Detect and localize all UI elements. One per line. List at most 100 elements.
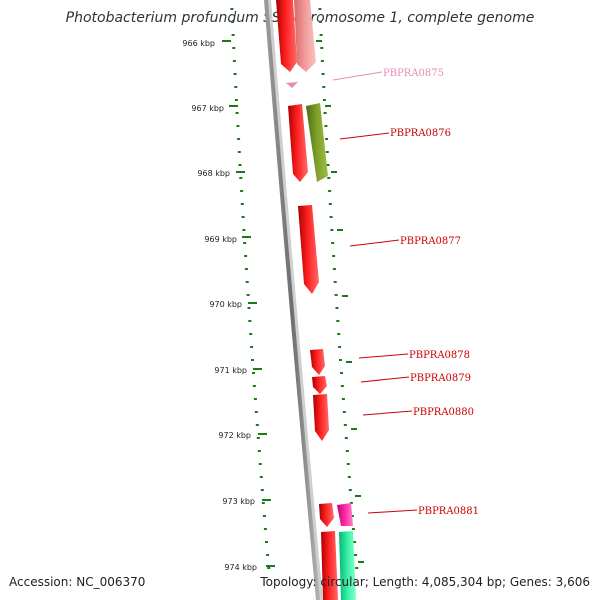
minor-tick bbox=[319, 34, 323, 36]
label-leaders bbox=[332, 71, 418, 514]
minor-tick bbox=[350, 515, 354, 517]
minor-tick bbox=[343, 424, 347, 426]
minor-tick bbox=[237, 138, 241, 140]
gene-arrow-pbpra0879[interactable] bbox=[312, 376, 327, 394]
minor-tick bbox=[334, 294, 338, 296]
tick-label: 970 kbp bbox=[209, 300, 242, 309]
gene-arrow-pbpra0881[interactable] bbox=[319, 503, 334, 527]
minor-tick bbox=[354, 554, 358, 556]
minor-tick bbox=[348, 489, 352, 491]
minor-tick bbox=[347, 476, 351, 478]
gene-arrow[interactable] bbox=[294, 0, 316, 72]
gene-arrow-mint[interactable] bbox=[339, 531, 356, 600]
tick-label: 967 kbp bbox=[191, 104, 224, 113]
major-ticks: 966 kbp 967 kbp 968 kbp 969 kbp 970 kbp … bbox=[182, 39, 275, 572]
gene-arrow-olive[interactable] bbox=[306, 103, 328, 182]
minor-tick bbox=[329, 216, 333, 218]
inner-tick-track bbox=[230, 8, 271, 569]
gene-label[interactable]: PBPRA0879 bbox=[410, 373, 471, 384]
gene-arrow-pbpra0876[interactable] bbox=[288, 104, 308, 182]
minor-tick bbox=[340, 385, 344, 387]
gene-features bbox=[276, 0, 356, 600]
gene-arrow-pbpra0877[interactable] bbox=[298, 205, 319, 294]
minor-tick bbox=[261, 502, 265, 504]
tick-label: 968 kbp bbox=[197, 169, 230, 178]
tick-label: 974 kbp bbox=[224, 563, 257, 572]
minor-tick bbox=[233, 73, 237, 75]
minor-tick bbox=[266, 554, 270, 556]
minor-tick bbox=[331, 242, 335, 244]
minor-tick bbox=[336, 320, 340, 322]
minor-tick bbox=[247, 307, 251, 309]
gene-label[interactable]: PBPRA0877 bbox=[400, 236, 461, 247]
minor-tick bbox=[235, 112, 239, 114]
minor-tick bbox=[258, 463, 262, 465]
minor-tick bbox=[245, 281, 249, 283]
gene-label[interactable]: PBPRA0875 bbox=[383, 68, 444, 79]
minor-tick bbox=[319, 21, 322, 23]
minor-tick bbox=[254, 411, 258, 413]
gene-arrow-pbpra0875[interactable] bbox=[286, 82, 298, 88]
gene-label[interactable]: PBPRA0878 bbox=[409, 350, 470, 361]
minor-tick bbox=[340, 372, 343, 374]
gene-arrow[interactable] bbox=[276, 0, 297, 72]
tick-label: 973 kbp bbox=[222, 497, 255, 506]
gene-arrow[interactable] bbox=[321, 531, 338, 600]
minor-tick bbox=[346, 463, 350, 465]
minor-tick bbox=[342, 411, 346, 413]
gene-label[interactable]: PBPRA0881 bbox=[418, 506, 479, 517]
genome-summary: Topology: circular; Length: 4,085,304 bp… bbox=[260, 575, 590, 589]
minor-tick bbox=[265, 541, 268, 543]
minor-tick bbox=[239, 177, 243, 179]
backbone-arc bbox=[264, 0, 320, 600]
minor-tick bbox=[255, 424, 259, 426]
minor-tick bbox=[249, 333, 253, 335]
minor-tick bbox=[252, 372, 255, 374]
outer-tick-track bbox=[318, 8, 359, 569]
tick-label: 969 kbp bbox=[204, 235, 237, 244]
minor-tick bbox=[241, 216, 245, 218]
minor-tick bbox=[353, 541, 356, 543]
accession-label: Accession: NC_006370 bbox=[9, 575, 146, 589]
outer-major-ticks bbox=[316, 40, 364, 563]
minor-tick bbox=[326, 164, 330, 166]
minor-tick bbox=[339, 359, 342, 361]
gene-label[interactable]: PBPRA0876 bbox=[390, 128, 451, 139]
minor-tick bbox=[349, 502, 353, 504]
gene-arrow-pbpra0878[interactable] bbox=[310, 349, 325, 375]
minor-tick bbox=[238, 164, 242, 166]
minor-tick bbox=[320, 60, 324, 62]
minor-tick bbox=[341, 398, 345, 400]
minor-tick bbox=[323, 112, 327, 114]
minor-tick bbox=[345, 450, 349, 452]
minor-tick bbox=[244, 268, 248, 270]
minor-tick bbox=[250, 346, 254, 348]
minor-tick bbox=[267, 567, 271, 569]
minor-tick bbox=[230, 8, 234, 10]
minor-tick bbox=[256, 437, 260, 439]
minor-tick bbox=[232, 47, 236, 49]
gene-arrow-magenta[interactable] bbox=[337, 503, 353, 526]
minor-tick bbox=[328, 203, 332, 205]
gene-label[interactable]: PBPRA0880 bbox=[413, 407, 474, 418]
minor-tick bbox=[242, 229, 246, 231]
minor-tick bbox=[237, 151, 241, 153]
minor-tick bbox=[322, 86, 326, 88]
minor-tick bbox=[337, 333, 341, 335]
tick-label: 971 kbp bbox=[214, 366, 247, 375]
minor-tick bbox=[263, 528, 267, 530]
tick-label: 966 kbp bbox=[182, 39, 215, 48]
minor-tick bbox=[236, 125, 240, 127]
minor-tick bbox=[322, 99, 326, 101]
minor-tick bbox=[243, 242, 247, 244]
minor-tick bbox=[248, 320, 252, 322]
minor-tick bbox=[251, 359, 254, 361]
gene-labels: PBPRA0875 PBPRA0876 PBPRA0877 PBPRA0878 … bbox=[383, 68, 479, 517]
minor-tick bbox=[231, 21, 234, 23]
minor-tick bbox=[246, 294, 250, 296]
gene-arrow-pbpra0880[interactable] bbox=[313, 394, 329, 441]
minor-tick bbox=[244, 255, 248, 257]
minor-tick bbox=[332, 255, 336, 257]
minor-tick bbox=[333, 281, 337, 283]
minor-tick bbox=[338, 346, 342, 348]
